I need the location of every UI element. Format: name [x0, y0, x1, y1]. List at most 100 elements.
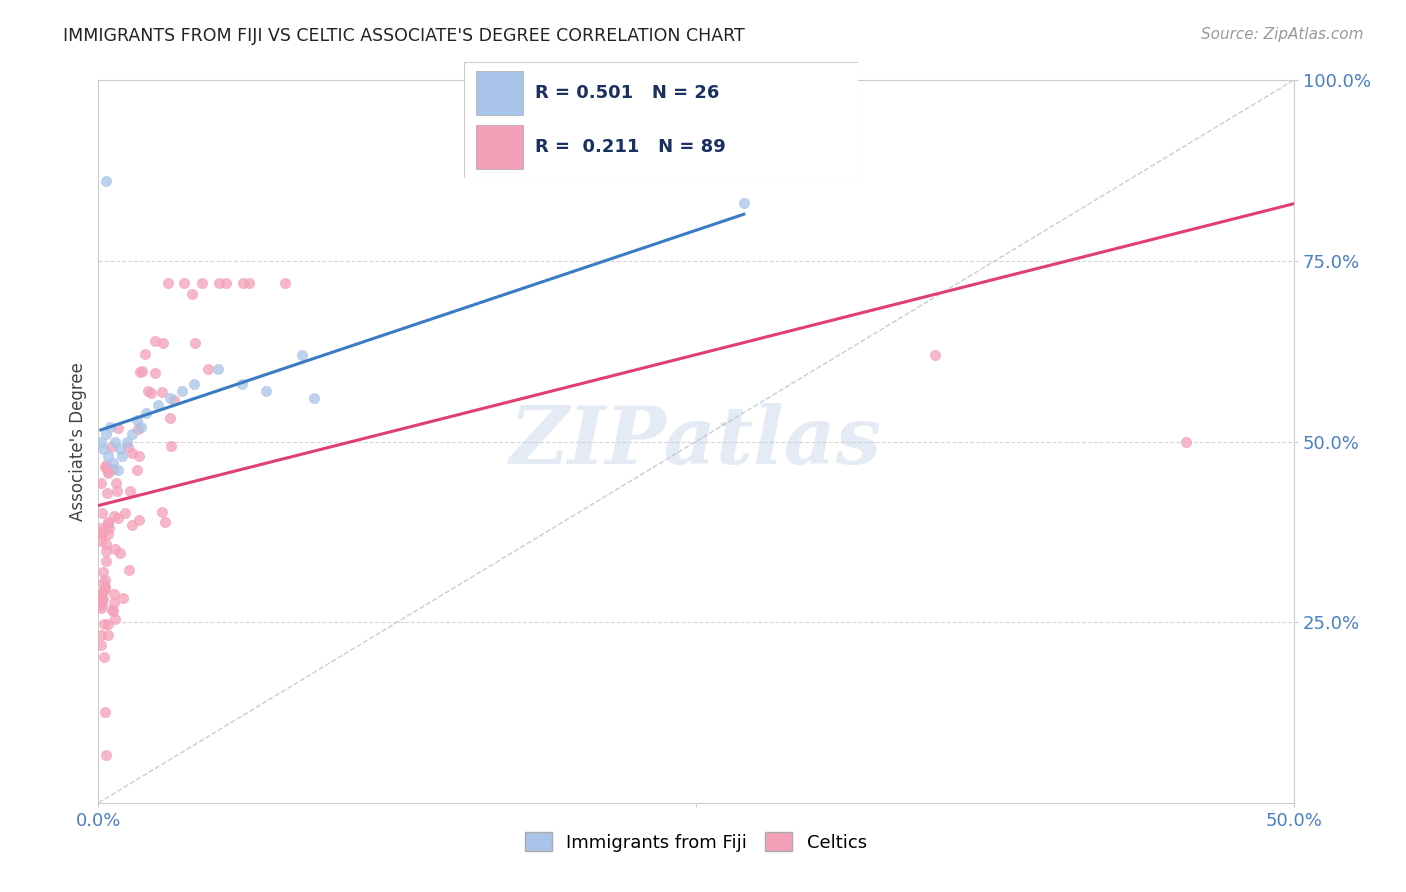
- Point: [231, 376, 253, 391]
- Point: [103, 508, 125, 523]
- Point: [90, 591, 112, 605]
- FancyBboxPatch shape: [464, 62, 858, 178]
- Point: [1175, 434, 1198, 449]
- FancyBboxPatch shape: [475, 70, 523, 114]
- Point: [90, 525, 112, 540]
- Point: [94, 458, 117, 472]
- Point: [94, 581, 117, 595]
- Point: [232, 276, 254, 290]
- Point: [291, 348, 314, 362]
- Text: ZIPatlas: ZIPatlas: [510, 403, 882, 480]
- Point: [163, 392, 186, 407]
- Point: [107, 421, 129, 435]
- Point: [103, 596, 125, 610]
- Point: [190, 276, 212, 290]
- Point: [93, 582, 115, 597]
- Point: [302, 391, 325, 405]
- Point: [90, 628, 112, 642]
- Point: [148, 398, 170, 412]
- Point: [91, 526, 114, 541]
- Point: [128, 449, 150, 463]
- Point: [172, 384, 194, 398]
- Point: [96, 485, 118, 500]
- Point: [104, 475, 127, 490]
- Point: [131, 364, 153, 378]
- Point: [118, 563, 141, 577]
- Point: [114, 506, 136, 520]
- Point: [733, 196, 755, 211]
- Point: [274, 276, 297, 290]
- Point: [121, 427, 143, 442]
- Point: [94, 460, 117, 475]
- Point: [94, 573, 117, 587]
- Point: [121, 518, 143, 533]
- Text: R = 0.501   N = 26: R = 0.501 N = 26: [534, 84, 720, 102]
- Point: [160, 439, 183, 453]
- Point: [101, 462, 124, 476]
- Point: [254, 384, 277, 398]
- Point: [104, 541, 127, 556]
- Point: [90, 638, 112, 652]
- Point: [136, 384, 159, 399]
- Point: [97, 467, 120, 481]
- Point: [94, 174, 117, 188]
- Point: [159, 391, 181, 405]
- Point: [97, 627, 120, 641]
- Point: [157, 276, 180, 290]
- Point: [97, 517, 120, 532]
- Point: [97, 515, 120, 529]
- Point: [96, 536, 118, 550]
- FancyBboxPatch shape: [475, 125, 523, 169]
- Point: [98, 420, 122, 434]
- Point: [121, 445, 143, 459]
- Point: [143, 334, 166, 348]
- Point: [104, 611, 127, 625]
- Text: R =  0.211   N = 89: R = 0.211 N = 89: [534, 138, 725, 156]
- Point: [94, 705, 117, 719]
- Point: [93, 580, 115, 594]
- Point: [208, 276, 231, 290]
- Point: [125, 463, 148, 477]
- Point: [90, 601, 112, 615]
- Point: [90, 596, 112, 610]
- Point: [101, 456, 124, 470]
- Point: [112, 591, 135, 605]
- Y-axis label: Associate's Degree: Associate's Degree: [69, 362, 87, 521]
- Text: Source: ZipAtlas.com: Source: ZipAtlas.com: [1201, 27, 1364, 42]
- Point: [115, 434, 138, 449]
- Point: [238, 276, 260, 290]
- Point: [108, 546, 131, 560]
- Point: [107, 511, 129, 525]
- Point: [91, 592, 114, 607]
- Point: [103, 604, 125, 618]
- Point: [129, 365, 152, 379]
- Point: [117, 440, 139, 454]
- Legend: Immigrants from Fiji, Celtics: Immigrants from Fiji, Celtics: [517, 825, 875, 859]
- Point: [91, 576, 114, 591]
- Point: [107, 483, 129, 498]
- Point: [97, 616, 120, 631]
- Text: IMMIGRANTS FROM FIJI VS CELTIC ASSOCIATE'S DEGREE CORRELATION CHART: IMMIGRANTS FROM FIJI VS CELTIC ASSOCIATE…: [63, 27, 745, 45]
- Point: [94, 748, 117, 763]
- Point: [91, 565, 114, 579]
- Point: [125, 413, 148, 427]
- Point: [104, 434, 127, 449]
- Point: [111, 449, 134, 463]
- Point: [96, 461, 118, 475]
- Point: [93, 649, 115, 664]
- Point: [97, 464, 120, 478]
- Point: [153, 515, 176, 529]
- Point: [90, 585, 112, 599]
- Point: [150, 385, 173, 400]
- Point: [150, 505, 173, 519]
- Point: [93, 617, 115, 632]
- Point: [131, 420, 153, 434]
- Point: [181, 286, 204, 301]
- Point: [108, 442, 131, 456]
- Point: [97, 527, 120, 541]
- Point: [127, 421, 149, 435]
- Point: [134, 347, 156, 361]
- Point: [91, 598, 114, 612]
- Point: [90, 476, 112, 491]
- Point: [91, 442, 114, 456]
